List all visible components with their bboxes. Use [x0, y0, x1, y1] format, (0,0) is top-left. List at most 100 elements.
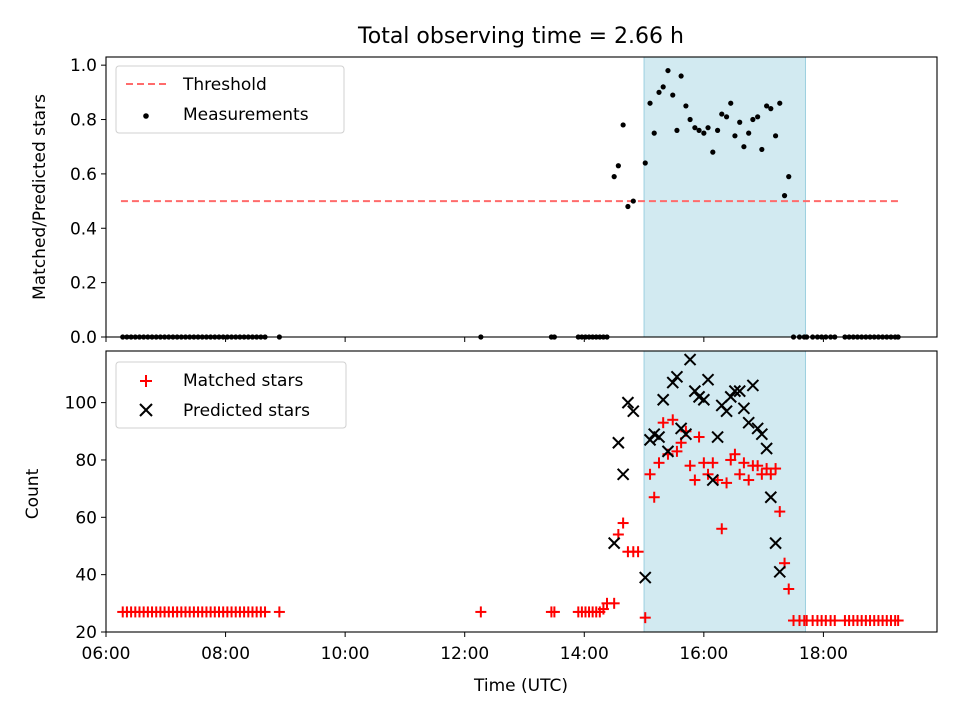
- top-y-tick-label: 0.2: [70, 274, 97, 294]
- x-axis-label: Time (UTC): [473, 676, 568, 696]
- bottom-axes-frame: [105, 350, 938, 633]
- measurements-legend-label: Measurements: [183, 105, 309, 125]
- x-tick-label: 08:00: [201, 644, 250, 664]
- x-tick-label: 10:00: [321, 644, 370, 664]
- measurements-series: [120, 67, 901, 340]
- predicted-star-point: [612, 436, 625, 449]
- matched-star-point: [657, 417, 669, 429]
- measurement-point: [777, 100, 783, 106]
- measurement-point: [772, 133, 779, 139]
- bottom-panel: 20 40 60 80 100 06:00 08:00 10:00 12:00 14:00 16:…: [23, 350, 938, 696]
- top-legend: Threshold Measurements: [115, 65, 345, 134]
- predicted-legend-marker: [139, 403, 153, 417]
- predicted-star-point: [724, 390, 737, 404]
- top-axes-frame: [105, 56, 938, 338]
- predicted-star-point: [683, 353, 697, 366]
- predicted-star-point: [706, 473, 720, 487]
- measurement-point: [611, 174, 617, 180]
- predicted-star-point: [773, 565, 786, 578]
- matched-star-point: [725, 454, 737, 466]
- measurement-point: [665, 67, 671, 74]
- measurement-point: [674, 127, 680, 133]
- observing-span-top: [643, 56, 806, 338]
- top-x-ticks: [105, 337, 824, 342]
- measurement-point: [630, 198, 636, 204]
- matched-stars-series: [117, 414, 904, 627]
- measurement-point: [678, 73, 684, 79]
- top-y-ticks: 0.0 0.2 0.4 0.6 0.8 1.0: [70, 56, 106, 348]
- matched-star-point: [892, 615, 904, 627]
- matched-star-point: [617, 517, 629, 529]
- x-tick-label: 16:00: [679, 644, 728, 664]
- observing-span-bottom: [643, 350, 806, 633]
- top-y-tick-label: 1.0: [70, 56, 97, 76]
- measurement-point: [705, 125, 711, 131]
- predicted-star-point: [711, 430, 724, 444]
- measurement-point: [615, 163, 621, 169]
- bottom-legend-box: [115, 361, 347, 429]
- matched-star-point: [734, 468, 746, 480]
- measurement-point: [656, 89, 662, 95]
- predicted-star-point: [670, 370, 684, 384]
- predicted-star-point: [652, 430, 666, 444]
- matched-star-point: [273, 606, 285, 618]
- predicted-star-point: [746, 379, 760, 392]
- predicted-star-point: [720, 405, 733, 418]
- matched-star-point: [729, 448, 741, 460]
- x-tick-label: 12:00: [440, 644, 489, 664]
- matched-star-point: [783, 583, 795, 595]
- predicted-star-point: [737, 402, 751, 415]
- matched-star-point: [608, 597, 620, 609]
- measurement-point: [651, 130, 657, 136]
- top-panel: 0.0 0.2 0.4 0.6 0.8 1.0 Matched/Predicted sta…: [30, 56, 938, 348]
- top-y-tick-label: 0.0: [70, 328, 97, 348]
- measurement-point: [755, 114, 761, 120]
- bottom-x-ticks: 06:00 08:00 10:00 12:00 14:00 16:00 18:00: [82, 632, 848, 664]
- predicted-star-point: [764, 491, 778, 504]
- predicted-star-point: [751, 422, 764, 435]
- matched-star-point: [774, 506, 786, 518]
- matched-star-point: [639, 612, 651, 624]
- predicted-star-point: [742, 416, 755, 429]
- matched-star-point: [653, 457, 665, 469]
- matched-star-point: [597, 603, 609, 615]
- matched-legend-label: Matched stars: [183, 371, 303, 391]
- top-y-tick-label: 0.8: [70, 111, 97, 131]
- measurement-point: [710, 149, 716, 155]
- measurement-point: [719, 111, 725, 117]
- predicted-star-point: [769, 536, 782, 550]
- predicted-star-point: [643, 433, 657, 447]
- bottom-y-axis-label: Count: [23, 468, 43, 519]
- measurement-point: [625, 203, 631, 210]
- matched-star-point: [693, 431, 705, 443]
- matched-star-point: [689, 474, 701, 486]
- measurement-point: [723, 114, 730, 120]
- matched-star-point: [671, 445, 683, 457]
- measurement-point: [732, 133, 738, 139]
- predicted-legend-label: Predicted stars: [183, 401, 310, 421]
- measurement-point: [660, 84, 666, 90]
- matched-star-point: [770, 463, 782, 475]
- predicted-star-point: [661, 445, 675, 458]
- bottom-legend: Matched stars Predicted stars: [115, 361, 347, 429]
- measurement-point: [620, 122, 626, 128]
- matched-star-point: [667, 414, 679, 426]
- top-y-tick-label: 0.6: [70, 165, 97, 185]
- top-y-axis-label: Matched/Predicted stars: [30, 94, 50, 300]
- measurements-legend-marker: [143, 113, 149, 119]
- measurement-point: [670, 92, 676, 98]
- predicted-star-point: [728, 384, 742, 398]
- x-tick-label: 06:00: [82, 644, 131, 664]
- predicted-star-point: [656, 393, 670, 406]
- matched-star-point: [259, 606, 271, 618]
- matched-star-point: [765, 468, 777, 480]
- measurement-point: [741, 144, 747, 150]
- measurement-point: [701, 130, 707, 136]
- bottom-y-tick-label: 20: [75, 623, 97, 643]
- observing-span-rect: [643, 350, 806, 633]
- bottom-y-tick-label: 80: [75, 451, 97, 471]
- predicted-star-point: [701, 373, 715, 386]
- measurement-point: [687, 116, 693, 123]
- matched-star-point: [743, 474, 755, 486]
